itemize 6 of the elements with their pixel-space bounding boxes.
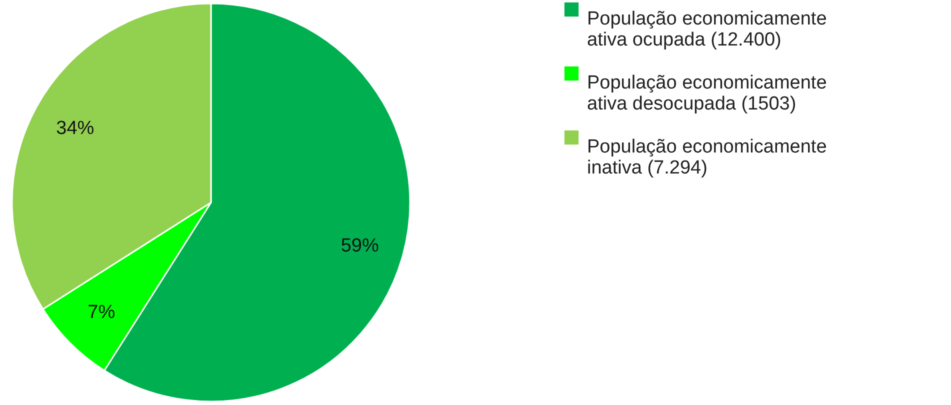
data-label: 34%: [56, 118, 94, 139]
data-label: 7%: [88, 302, 116, 324]
legend-label: População economicamente ativa ocupada (12.400): [587, 8, 827, 50]
data-label: 59%: [340, 236, 379, 257]
legend-label: População economicamente ativa desocupada (1503): [587, 72, 827, 114]
legend-label: População economicamente inativa (7.294): [587, 136, 827, 178]
